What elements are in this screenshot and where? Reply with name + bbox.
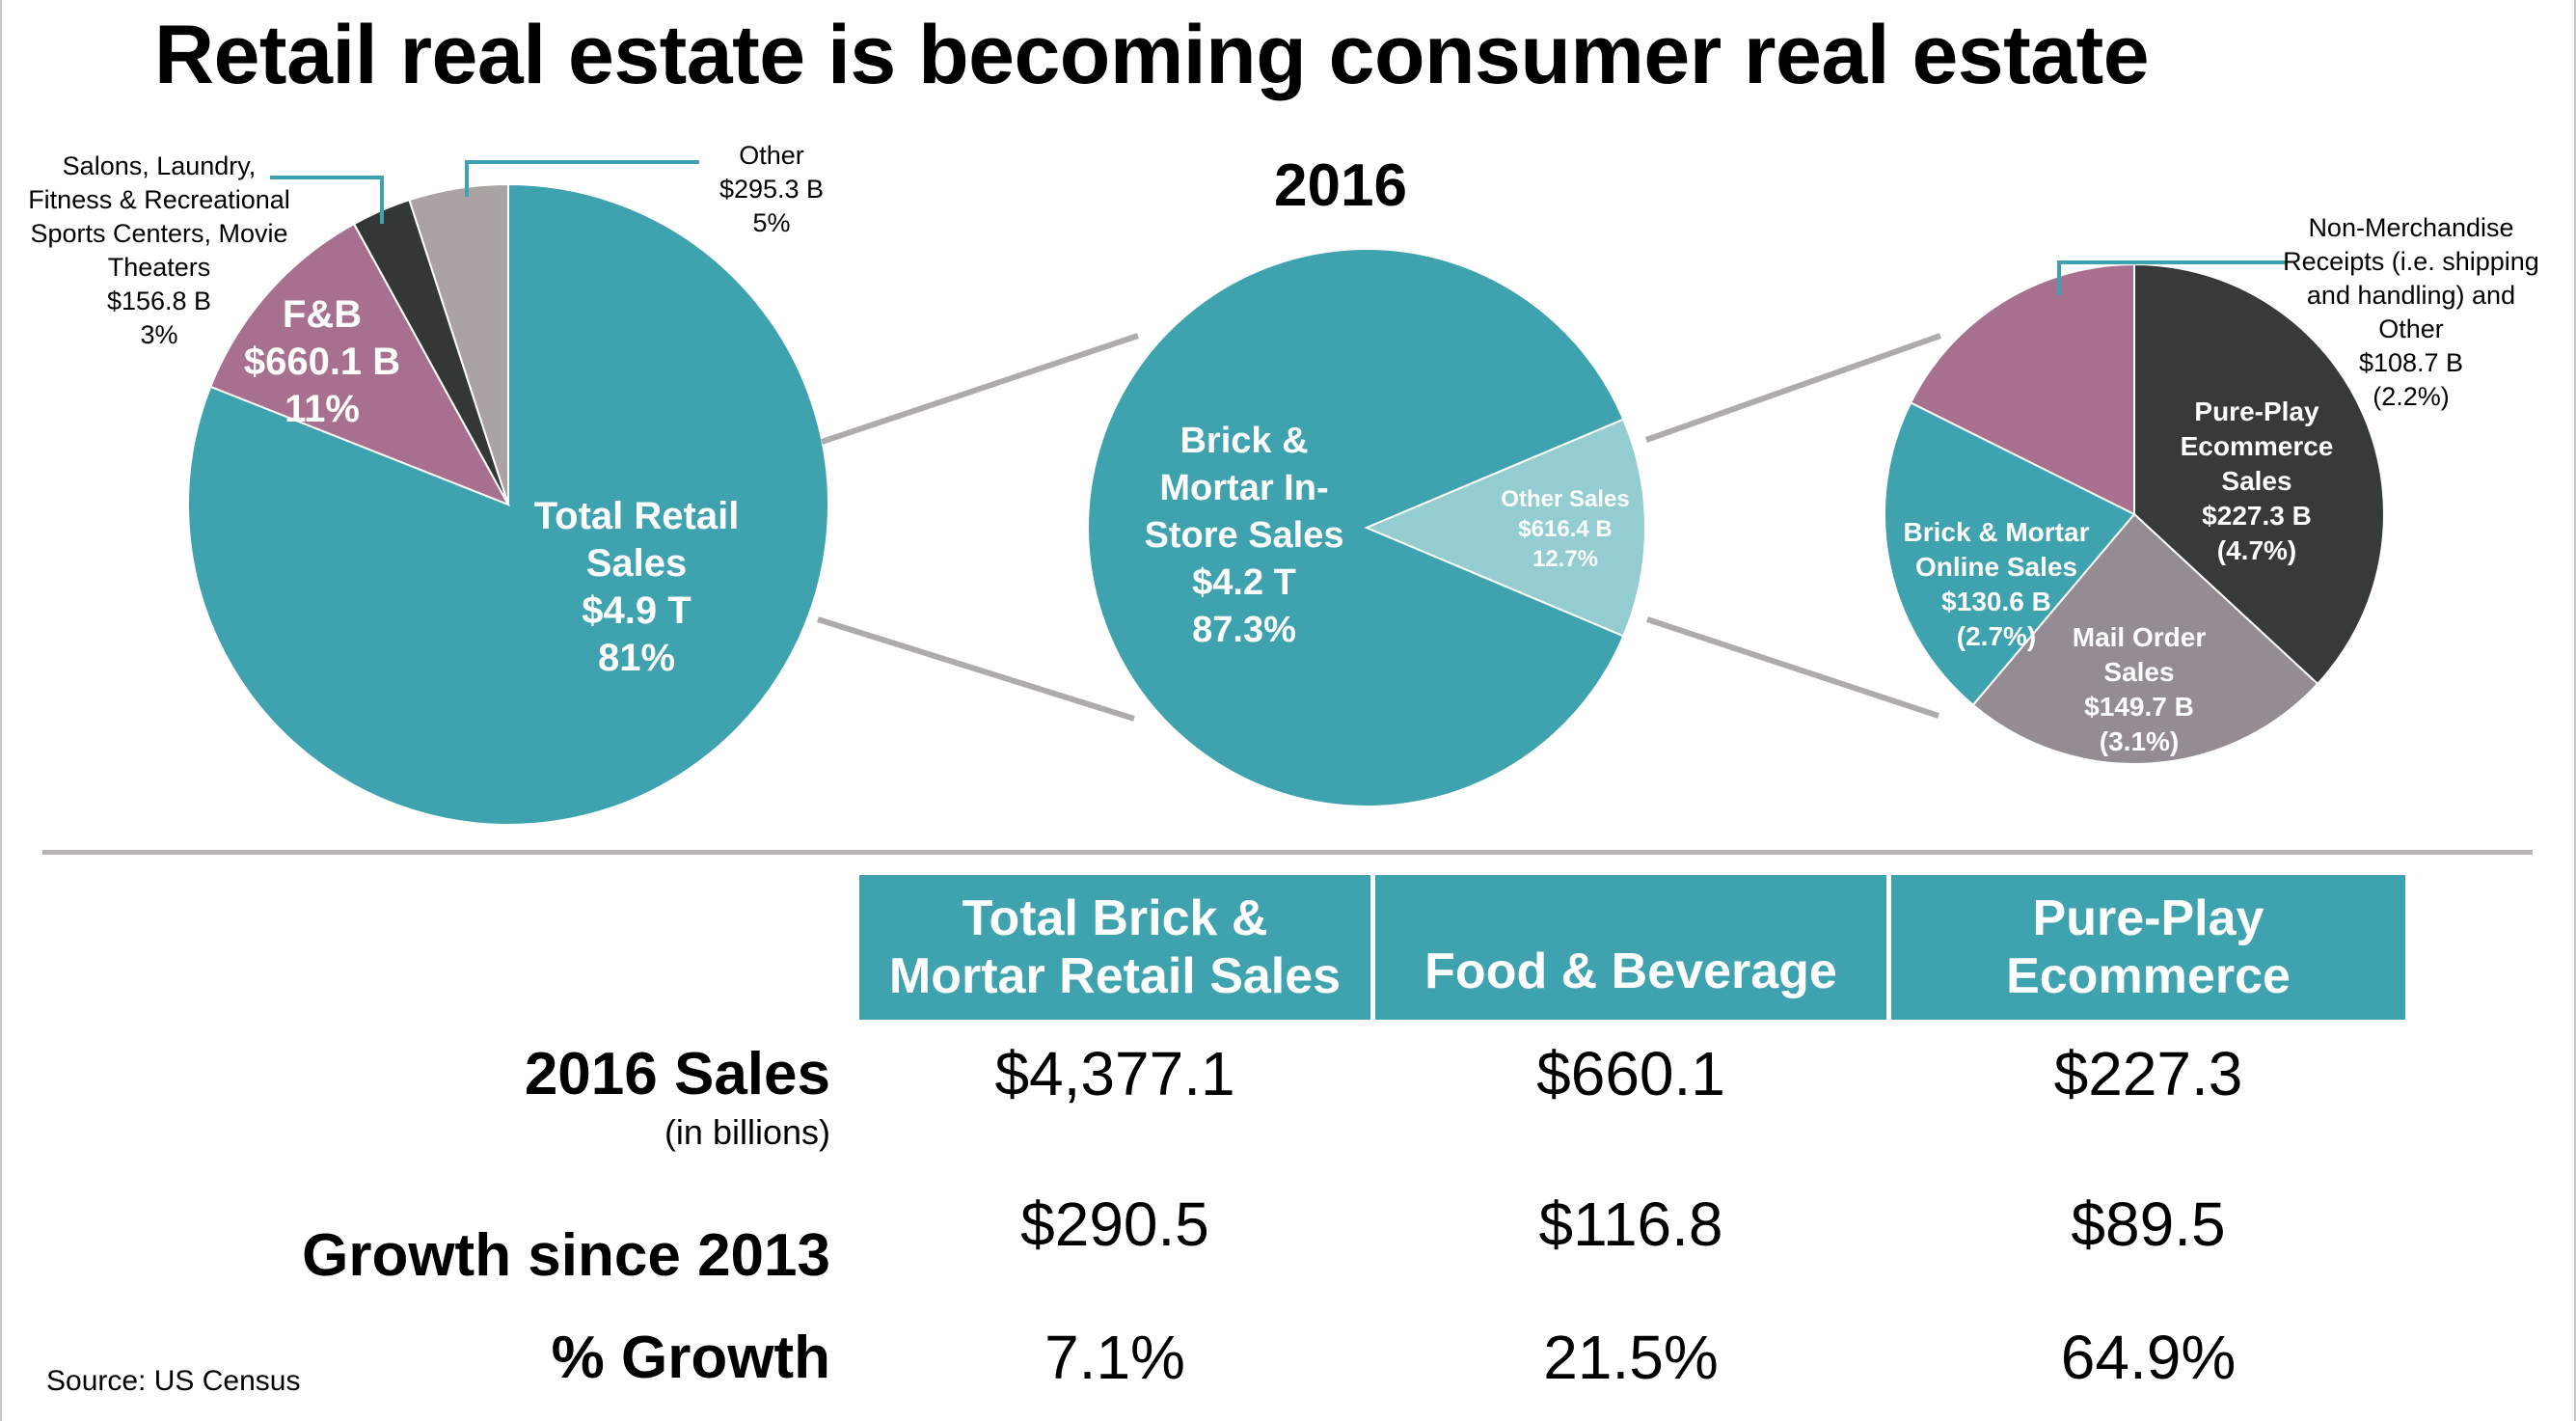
header-line: Pure-Play (2032, 890, 2264, 946)
callout-leader (2057, 260, 2288, 295)
table-cell: $290.5 (1020, 1189, 1209, 1259)
pie3-slice-0 (2133, 262, 2385, 686)
connector-line (1646, 616, 1939, 719)
year-heading: 2016 (1274, 152, 1407, 219)
pie3-slice-3 (1909, 262, 2135, 516)
header-line: Mortar Retail Sales (888, 948, 1342, 1004)
pie1-label-other: Other $295.3 B 5% (719, 141, 824, 237)
header-line: Ecommerce (2006, 948, 2291, 1004)
row-label-percent-growth: % Growth (551, 1325, 830, 1391)
connector-line (817, 616, 1135, 722)
pie1-slice-3 (408, 182, 509, 506)
connector-line (821, 333, 1139, 445)
slide-title: Retail real estate is becoming consumer … (154, 9, 2150, 101)
pie1-label-salons: Salons, Laundry, Fitness & Recreational Sp… (28, 151, 290, 349)
row-label-growth: Growth since 2013 (302, 1222, 830, 1289)
pie2-label-other: Other Sales $616.4 B 12.7% (1501, 486, 1629, 572)
table-header-brick-mortar: Total Brick & Mortar Retail Sales (859, 875, 1370, 1020)
table-cell: $89.5 (2071, 1189, 2226, 1259)
table-cell: 7.1% (1044, 1323, 1185, 1392)
pie2-label-main: Brick & Mortar In-Store Sales $4.2 T 87.3% (1145, 421, 1344, 650)
pie3-label-non-merch: Non-Merchandise Receipts (i.e. shipping an… (2283, 213, 2539, 411)
pie1-label-fb: F&B $660.1 B 11% (244, 293, 400, 430)
source-note: Source: US Census (46, 1365, 301, 1397)
pie3-label-mail-order: Mail Order Sales $149.7 B (3.1%) (2073, 622, 2207, 756)
header-line: Food & Beverage (1424, 943, 1837, 999)
table-cell: $227.3 (2053, 1039, 2243, 1108)
section-divider (42, 850, 2533, 855)
table-cell: $660.1 (1536, 1039, 1725, 1108)
table-cell: $4,377.1 (994, 1039, 1235, 1108)
table-cell: 64.9% (2060, 1323, 2237, 1392)
table-cell: 21.5% (1543, 1323, 1719, 1392)
row-label-2016-sales: 2016 Sales (524, 1041, 830, 1107)
connector-line (1644, 333, 1942, 443)
pie3-slice-2 (1883, 401, 2136, 707)
pie-charts: 2016 Total Retail Sales $4.9 T 81% F&B $660.1 … (28, 141, 2539, 826)
table-header-food-beverage: Food & Beverage (1375, 875, 1886, 1020)
pie1-label-main: Total Retail Sales $4.9 T 81% (534, 495, 740, 679)
callout-leader (270, 176, 384, 224)
pie2-slice-0 (1087, 248, 1625, 807)
pie3-label-pure-play: Pure-Play Ecommerce Sales $227.3 B (4.7%) (2181, 396, 2334, 565)
pie3-label-bm-online: Brick & Mortar Online Sales $130.6 B (2.7%) (1904, 517, 2090, 651)
row-note-in-billions: (in billions) (664, 1112, 830, 1152)
frame-right-border (2574, 0, 2576, 1421)
pie1-slice-1 (209, 222, 511, 506)
pie3-slice-1 (1971, 512, 2319, 765)
header-line: Total Brick & (962, 890, 1268, 946)
table-header-pure-play: Pure-Play Ecommerce (1891, 875, 2405, 1020)
frame-left-border (0, 0, 2, 1421)
pie2-slice-1 (1364, 418, 1646, 638)
callout-leader (465, 160, 699, 197)
table-cell: $116.8 (1538, 1189, 1723, 1259)
